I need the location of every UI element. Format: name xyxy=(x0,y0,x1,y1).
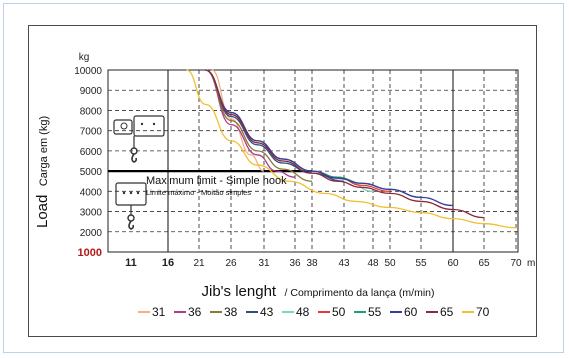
y-tick-label: 7000 xyxy=(80,127,103,138)
x-tick-label: 38 xyxy=(306,258,318,269)
y-tick-label: 10000 xyxy=(74,66,102,77)
y-tick-label: 2000 xyxy=(80,228,103,239)
x-axis-title: Jib's lenght / Comprimento da lança (m/m… xyxy=(202,283,435,300)
x-tick-label: 48 xyxy=(367,258,379,269)
series-line-31 xyxy=(211,69,265,172)
series-layer xyxy=(186,69,517,229)
annotation-sub: Limite máximo - Moitão simples xyxy=(146,188,251,197)
x-unit-label: m xyxy=(527,258,535,269)
plot-area-border xyxy=(107,69,519,253)
y-tick-label: 6000 xyxy=(80,147,103,158)
legend-item-55: 55 xyxy=(354,305,382,319)
legend-label: 43 xyxy=(260,305,274,319)
legend-label: 48 xyxy=(296,305,310,319)
single-hook-icon xyxy=(115,182,147,230)
series-line-70 xyxy=(186,69,517,229)
x-tick-label: 36 xyxy=(289,258,301,269)
double-hook-icon xyxy=(113,115,165,163)
y-tick-label: 5000 xyxy=(80,167,103,178)
x-axis-title-main: Jib's lenght xyxy=(202,283,277,300)
legend-label: 55 xyxy=(368,305,382,319)
page-border xyxy=(3,3,564,353)
series-line-60 xyxy=(205,69,454,207)
y-unit-label: kg xyxy=(79,52,90,63)
y-tick-label: 3000 xyxy=(80,208,103,219)
x-axis-title-sub: / Comprimento da lança (m/min) xyxy=(285,287,435,299)
legend-label: 36 xyxy=(188,305,202,319)
y-tick-label: 4000 xyxy=(80,187,103,198)
y-tick-label: 9000 xyxy=(80,86,103,97)
x-tick-label: 31 xyxy=(258,258,270,269)
legend-label: 31 xyxy=(152,305,166,319)
legend-label: 70 xyxy=(476,305,490,319)
x-tick-label: 21 xyxy=(193,258,205,269)
legend-label: 60 xyxy=(404,305,418,319)
legend-item-50: 50 xyxy=(318,305,346,319)
series-line-36 xyxy=(205,69,296,178)
legend-item-48: 48 xyxy=(282,305,310,319)
x-tick-labels: 11 16 21 26 31 36 38 43 48 50 55 60 65 70 xyxy=(125,257,522,269)
y-axis-title-sub: Carga em (kg) xyxy=(38,116,50,186)
y-tick-label: 8000 xyxy=(80,106,103,117)
x-tick-label: 43 xyxy=(338,258,350,269)
grid xyxy=(107,69,519,253)
y-tick-labels: 1000 2000 3000 4000 5000 6000 7000 8000 9000 1000… xyxy=(74,66,102,259)
legend-label: 38 xyxy=(224,305,238,319)
legend-item-38: 38 xyxy=(210,305,238,319)
legend-label: 65 xyxy=(440,305,454,319)
x-tick-label: 65 xyxy=(478,258,490,269)
x-tick-label: 60 xyxy=(447,258,459,269)
legend-item-36: 36 xyxy=(174,305,202,319)
legend-item-65: 65 xyxy=(426,305,454,319)
legend-item-70: 70 xyxy=(462,305,490,319)
annotation-main: Maximum limit - Simple hook xyxy=(146,175,287,187)
x-tick-label: 55 xyxy=(415,258,427,269)
x-tick-label: 16 xyxy=(162,257,174,269)
series-line-65 xyxy=(205,69,485,219)
x-tick-label: 26 xyxy=(225,258,237,269)
series-line-38 xyxy=(205,69,313,182)
chart-frame xyxy=(28,25,537,337)
legend-item-43: 43 xyxy=(246,305,274,319)
svg-text:Load Carga em (kg): Load Carga em (kg) xyxy=(34,116,51,228)
y-axis-title-main: Load xyxy=(34,195,51,228)
legend-label: 50 xyxy=(332,305,346,319)
x-tick-label: 50 xyxy=(384,258,396,269)
y-tick-label: 1000 xyxy=(78,247,102,259)
x-tick-label: 11 xyxy=(125,257,137,269)
y-axis-title: Load Carga em (kg) xyxy=(34,116,51,228)
legend-item-31: 31 xyxy=(138,305,166,319)
legend-item-60: 60 xyxy=(390,305,418,319)
legend: 31 36 38 43 48 50 55 60 65 70 xyxy=(138,305,490,319)
series-line-43 xyxy=(205,69,345,182)
x-tick-label: 70 xyxy=(510,258,522,269)
